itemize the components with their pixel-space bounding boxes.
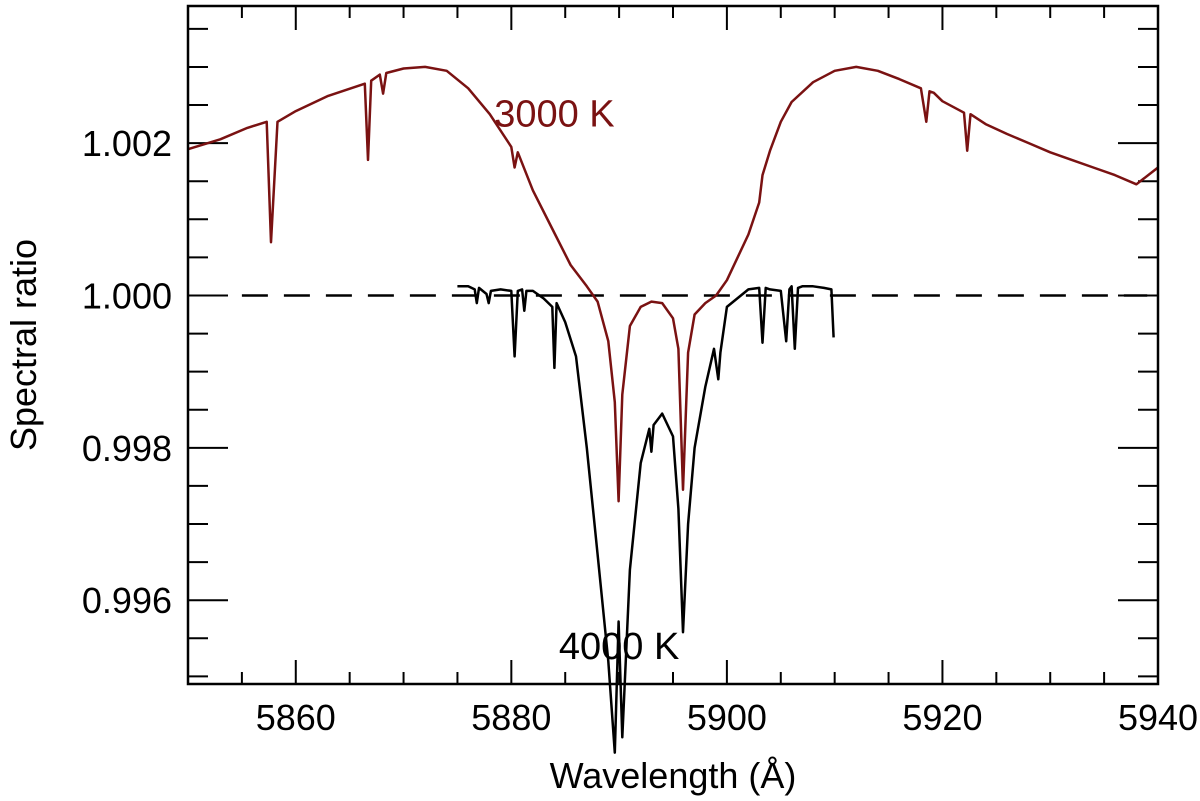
annotation-layer: 3000 K 4000 K: [494, 93, 679, 667]
y-tick-labels: 0.996 0.998 1.000 1.002: [82, 123, 172, 621]
x-tick-label: 5860: [256, 697, 336, 738]
series-line-4000-k: [457, 285, 835, 754]
plot-frame: [186, 4, 1160, 686]
series-line-3000-k: [187, 65, 1159, 503]
y-tick-label: 0.996: [82, 580, 172, 621]
y-tick-label: 0.998: [82, 428, 172, 469]
x-tick-labels: 5860 5880 5900 5920 5940: [256, 697, 1198, 738]
y-tick-label: 1.002: [82, 123, 172, 164]
series-label-3000-k: 3000 K: [494, 93, 614, 135]
series-label-4000-k: 4000 K: [559, 626, 679, 668]
series-layer: [187, 65, 1159, 754]
x-tick-label: 5880: [471, 697, 551, 738]
x-tick-label: 5920: [902, 697, 982, 738]
y-axis-title: Spectral ratio: [3, 239, 44, 451]
x-tick-label: 5900: [687, 697, 767, 738]
x-axis-title: Wavelength (Å): [550, 755, 797, 796]
x-tick-label: 5940: [1118, 697, 1198, 738]
y-tick-label: 1.000: [82, 275, 172, 316]
tick-marks: [187, 6, 1159, 684]
